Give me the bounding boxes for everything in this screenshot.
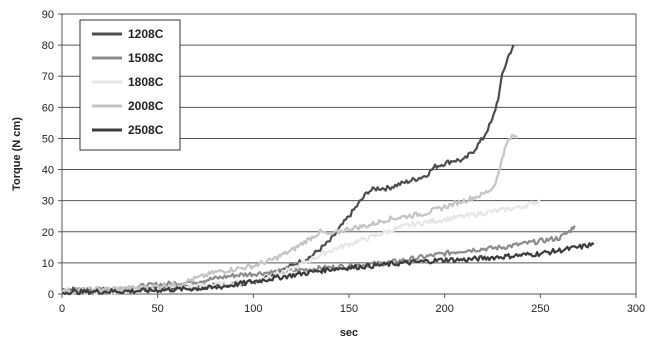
series-line-1508c [61, 225, 576, 294]
y-tick-label: 10 [42, 258, 54, 270]
legend-label: 1508C [128, 51, 164, 65]
x-axis-ticks: 0 50 100 150 200 250 300 [59, 294, 645, 315]
legend-label: 2508C [128, 123, 164, 137]
series-line-2008c [61, 133, 519, 295]
y-axis-title: Torque (N cm) [11, 117, 23, 191]
y-tick-label: 90 [42, 9, 54, 21]
x-axis-title: sec [340, 327, 358, 339]
y-tick-label: 0 [48, 289, 54, 301]
x-tick-label: 0 [59, 303, 65, 315]
legend-label: 2008C [128, 99, 164, 113]
y-tick-label: 80 [42, 40, 54, 52]
x-tick-label: 150 [340, 303, 358, 315]
x-tick-label: 200 [435, 303, 453, 315]
y-tick-label: 20 [42, 227, 54, 239]
legend: 1208C 1508C 1808C 2008C 2508C [79, 19, 181, 151]
x-tick-label: 100 [244, 303, 262, 315]
y-tick-label: 60 [42, 102, 54, 114]
x-tick-label: 250 [531, 303, 549, 315]
y-axis-ticks: 0 10 20 30 40 50 60 70 80 90 [42, 9, 62, 301]
legend-box [79, 19, 181, 151]
x-tick-label: 300 [627, 303, 645, 315]
x-tick-label: 50 [152, 303, 164, 315]
y-tick-label: 70 [42, 71, 54, 83]
legend-label: 1208C [128, 27, 164, 41]
y-tick-label: 30 [42, 196, 54, 208]
series-line-1808c [61, 199, 541, 296]
series-lines [61, 44, 595, 296]
series-line-2508c [61, 242, 595, 296]
legend-items: 1208C 1508C 1808C 2008C 2508C [92, 27, 164, 137]
y-tick-label: 50 [42, 133, 54, 145]
y-tick-label: 40 [42, 165, 54, 177]
legend-label: 1808C [128, 75, 164, 89]
